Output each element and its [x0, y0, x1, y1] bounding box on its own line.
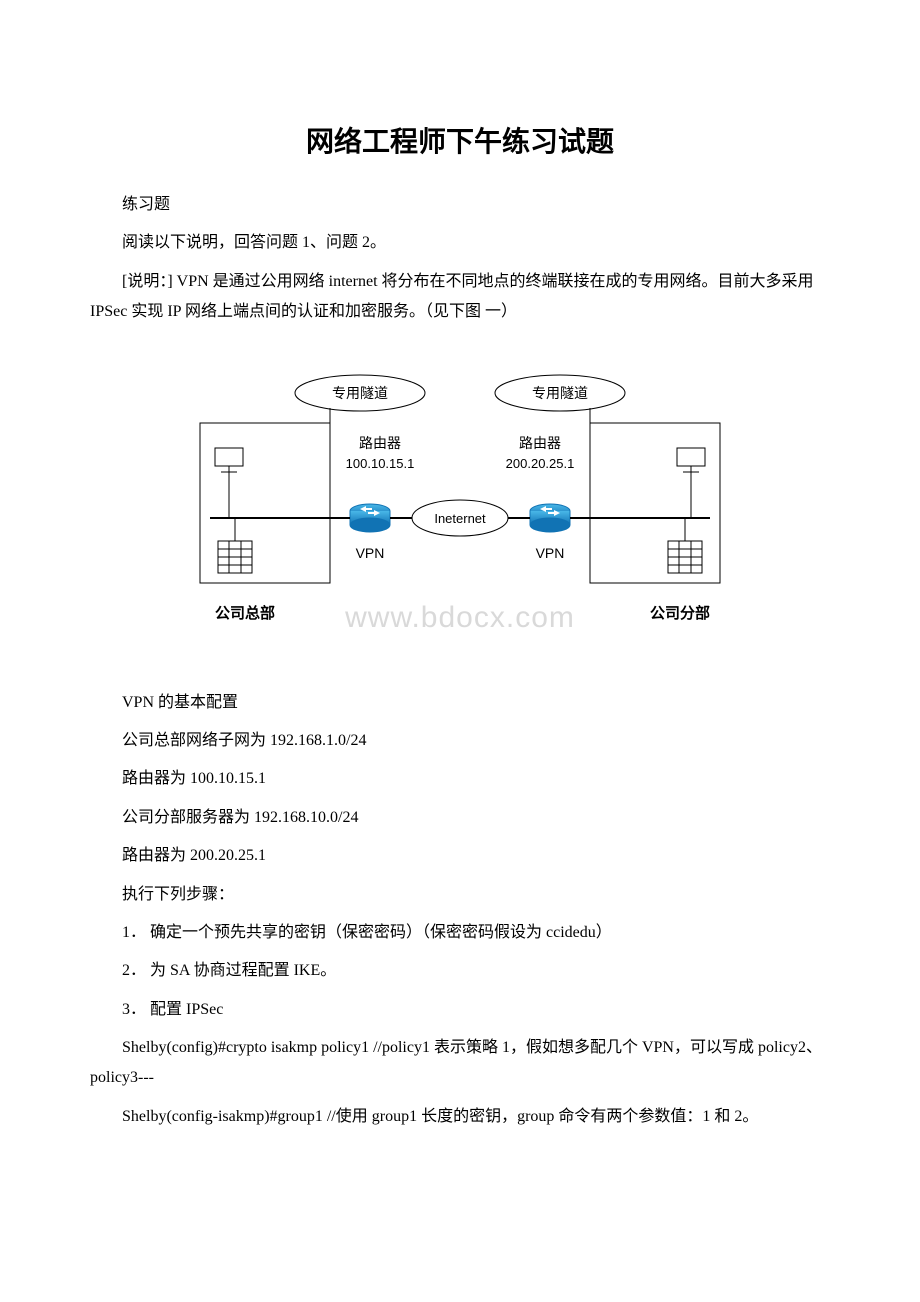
intro-p1: 练习题 — [90, 190, 830, 220]
svg-text:VPN: VPN — [536, 545, 565, 561]
body-p6: 执行下列步骤： — [90, 880, 830, 910]
network-diagram: 专用隧道 专用隧道路由器 100.10.15.1 路由器 200.20.25.1 Inet… — [90, 353, 830, 643]
svg-text:专用隧道: 专用隧道 — [532, 386, 588, 402]
svg-text:100.10.15.1: 100.10.15.1 — [346, 456, 415, 471]
page-title: 网络工程师下午练习试题 — [90, 120, 830, 160]
body-p2: 公司总部网络子网为 192.168.1.0/24 — [90, 726, 830, 756]
body-p5: 路由器为 200.20.25.1 — [90, 841, 830, 871]
body-p8: 2． 为 SA 协商过程配置 IKE。 — [90, 956, 830, 986]
svg-text:200.20.25.1: 200.20.25.1 — [506, 456, 575, 471]
body-p9: 3． 配置 IPSec — [90, 995, 830, 1025]
body-p10: Shelby(config)#crypto isakmp policy1 //p… — [90, 1033, 830, 1094]
svg-text:公司分部: 公司分部 — [650, 604, 710, 622]
body-p7: 1． 确定一个预先共享的密钥（保密密码）（保密密码假设为 ccidedu） — [90, 918, 830, 948]
body-p4: 公司分部服务器为 192.168.10.0/24 — [90, 803, 830, 833]
intro-p2: 阅读以下说明，回答问题 1、问题 2。 — [90, 228, 830, 258]
intro-p3: [说明：] VPN 是通过公用网络 internet 将分布在不同地点的终端联接… — [90, 267, 830, 328]
svg-text:Ineternet: Ineternet — [434, 511, 486, 526]
body-p3: 路由器为 100.10.15.1 — [90, 764, 830, 794]
svg-text:路由器: 路由器 — [519, 436, 561, 452]
svg-text:公司总部: 公司总部 — [215, 604, 275, 622]
svg-text:专用隧道: 专用隧道 — [332, 386, 388, 402]
body-p1: VPN 的基本配置 — [90, 688, 830, 718]
svg-text:路由器: 路由器 — [359, 436, 401, 452]
body-p11: Shelby(config-isakmp)#group1 //使用 group1… — [90, 1102, 830, 1132]
svg-text:VPN: VPN — [356, 545, 385, 561]
